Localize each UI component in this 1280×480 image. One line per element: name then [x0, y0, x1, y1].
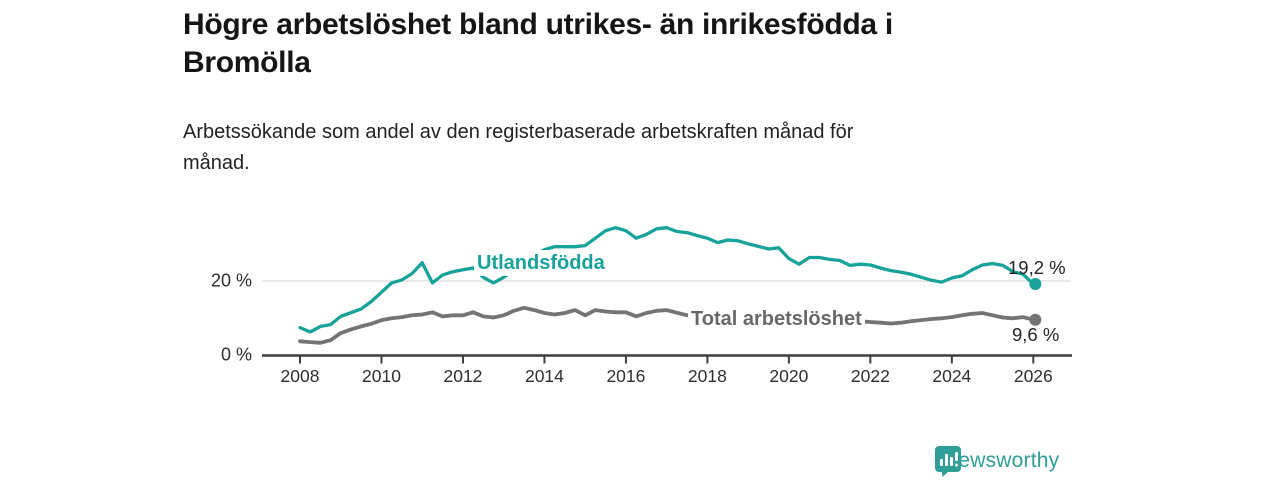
x-tick-label: 2010 — [362, 366, 401, 386]
x-tick-label: 2024 — [932, 366, 972, 386]
series-label-total: Total arbetslöshet — [688, 306, 865, 332]
y-axis-tick-label-20: 20 % — [210, 270, 252, 291]
end-value-utlandsfodda: 19,2 % — [1008, 257, 1066, 278]
subtitle-line-2: månad. — [183, 152, 250, 174]
brand-name: Newsworthy — [943, 449, 1060, 472]
series-label-utlandsfodda: Utlandsfödda — [474, 250, 608, 276]
x-tick-label: 2018 — [687, 366, 727, 386]
x-tick-label: 2014 — [524, 366, 564, 386]
x-tick-label: 2016 — [606, 366, 646, 386]
x-tick-label: 2008 — [280, 366, 320, 386]
y-axis-tick-label-0: 0 % — [220, 344, 252, 365]
series-end-dot — [1029, 277, 1042, 290]
newsworthy-logo: Newsworthy — [934, 445, 1059, 477]
bar-chart-speech-bubble-icon — [935, 446, 961, 477]
title-line-2: Bromölla — [183, 46, 311, 79]
end-value-total: 9,6 % — [1012, 324, 1060, 345]
x-tick-label: 2026 — [1013, 366, 1053, 386]
x-tick-label: 2012 — [443, 366, 483, 386]
series-line-total — [298, 305, 1036, 345]
x-tick-label: 2022 — [850, 366, 890, 386]
series-line-utlandsfodda — [298, 226, 1035, 334]
page-title: Högre arbetslöshet bland utrikes- än inr… — [183, 6, 1083, 82]
chart-subtitle: Arbetssökande som andel av den registerb… — [183, 117, 1083, 179]
x-tick-label: 2020 — [769, 366, 809, 386]
title-line-1: Högre arbetslöshet bland utrikes- än inr… — [183, 8, 893, 41]
subtitle-line-1: Arbetssökande som andel av den registerb… — [183, 121, 854, 143]
series-end-dot — [1029, 313, 1042, 326]
